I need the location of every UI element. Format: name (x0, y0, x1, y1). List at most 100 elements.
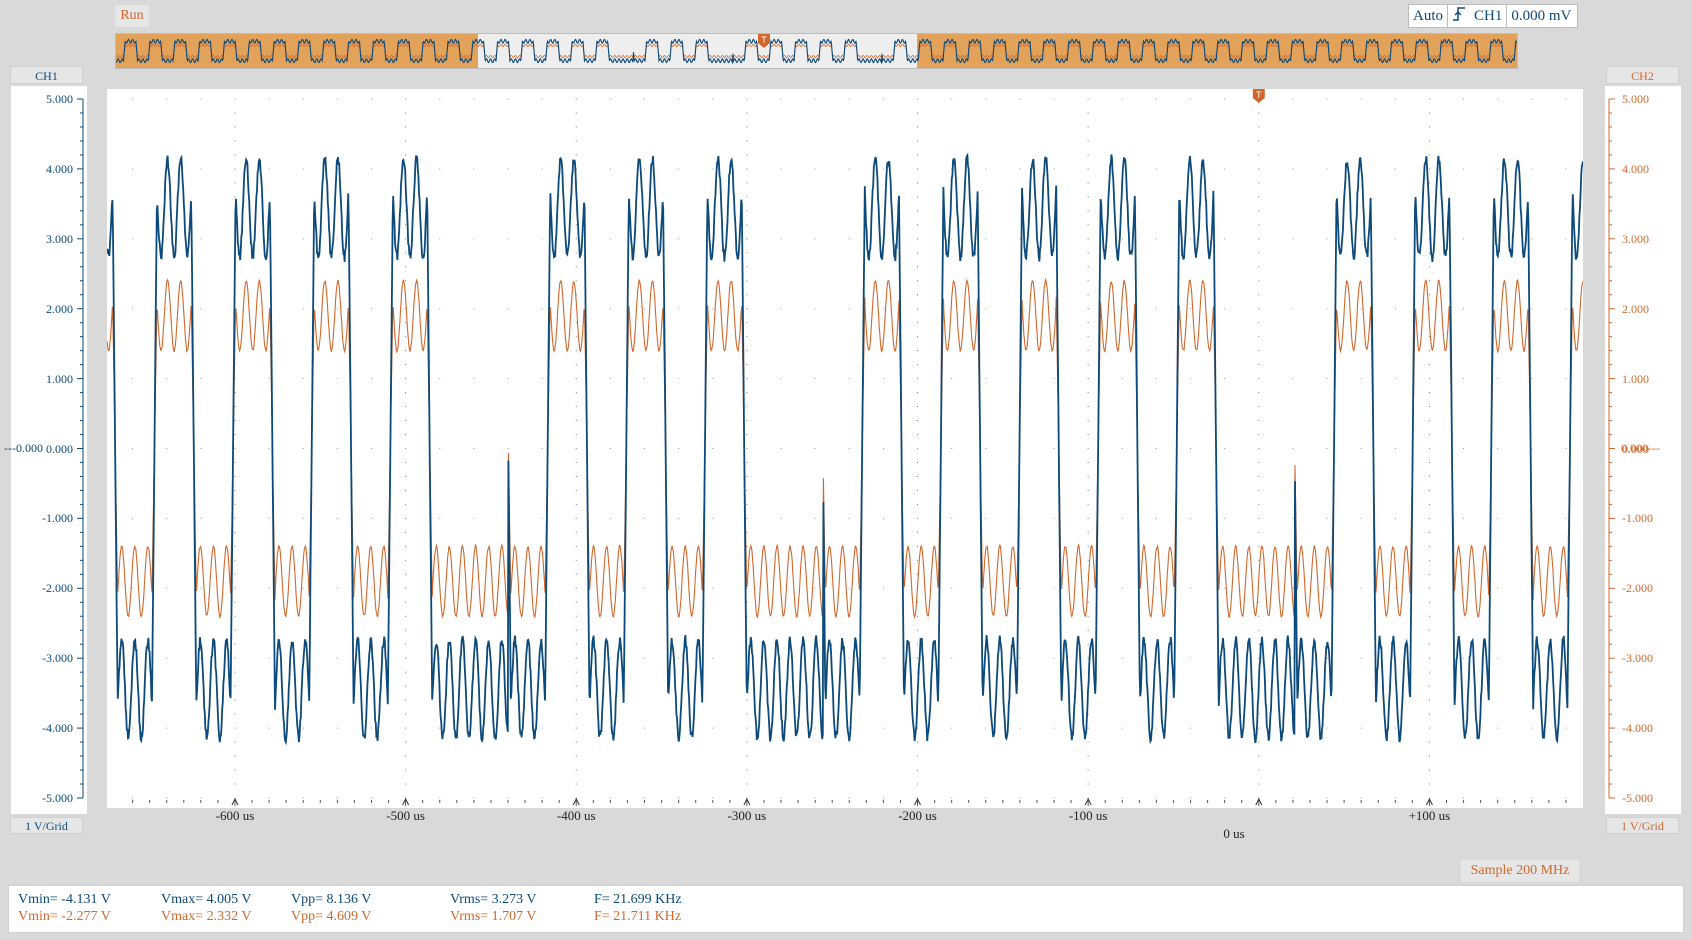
time-axis-label: -600 us (216, 808, 255, 824)
trigger-source[interactable]: CH1 (1470, 8, 1506, 25)
grid-dot (576, 546, 577, 547)
grid-dot (746, 280, 747, 281)
grid-dot (1258, 140, 1259, 141)
trigger-marker[interactable]: T (1253, 89, 1265, 103)
grid-dot (1088, 112, 1089, 113)
grid-dot (917, 294, 918, 295)
grid-dot (405, 378, 406, 379)
grid-dot (1258, 518, 1259, 519)
grid-dot (234, 448, 235, 449)
grid-dot (439, 378, 440, 379)
overview-viewport[interactable] (478, 34, 917, 68)
grid-dot (1088, 406, 1089, 407)
grid-dot (746, 434, 747, 435)
grid-dot (917, 336, 918, 337)
grid-dot (1463, 168, 1464, 169)
grid-dot (917, 644, 918, 645)
ch2-scale[interactable]: 1 V/Grid (1606, 817, 1679, 834)
grid-dot (610, 378, 611, 379)
grid-dot (849, 798, 850, 799)
grid-dot (1258, 714, 1259, 715)
grid-dot (678, 99, 679, 100)
grid-dot (1156, 588, 1157, 589)
grid-dot (507, 99, 508, 100)
grid-dot (507, 238, 508, 239)
waveform-overview[interactable]: T (115, 33, 1518, 69)
ch1-zero-marker[interactable]: ---0.000 (4, 441, 43, 456)
grid-dot (1429, 574, 1430, 575)
ch2-zero-marker[interactable]: 0.000--- (1621, 441, 1660, 456)
ch1-label[interactable]: CH1 (10, 66, 83, 84)
ch2-label[interactable]: CH2 (1606, 66, 1679, 84)
grid-dot (1327, 658, 1328, 659)
grid-dot (1258, 154, 1259, 155)
grid-dot (576, 532, 577, 533)
grid-dot (405, 574, 406, 575)
grid-dot (303, 378, 304, 379)
grid-dot (883, 658, 884, 659)
grid-dot (405, 490, 406, 491)
grid-dot (337, 238, 338, 239)
grid-dot (1531, 378, 1532, 379)
grid-dot (1361, 99, 1362, 100)
grid-dot (576, 266, 577, 267)
grid-dot (405, 616, 406, 617)
grid-dot (576, 588, 577, 589)
grid-dot (132, 588, 133, 589)
grid-dot (746, 462, 747, 463)
grid-dot (678, 238, 679, 239)
grid-dot (507, 168, 508, 169)
grid-dot (985, 728, 986, 729)
grid-dot (1463, 378, 1464, 379)
trigger-settings[interactable]: Auto CH1 0.000 mV (1408, 4, 1578, 28)
grid-dot (576, 658, 577, 659)
grid-dot (234, 99, 235, 100)
grid-dot (712, 518, 713, 519)
scope-plot-area[interactable]: T (107, 89, 1583, 808)
grid-dot (781, 308, 782, 309)
grid-dot (303, 728, 304, 729)
ch1-scale[interactable]: 1 V/Grid (10, 817, 83, 834)
grid-dot (746, 420, 747, 421)
run-status[interactable]: Run (115, 5, 149, 27)
grid-dot (815, 588, 816, 589)
grid-dot (1156, 798, 1157, 799)
grid-dot (542, 168, 543, 169)
grid-dot (985, 378, 986, 379)
grid-dot (1327, 238, 1328, 239)
grid-dot (132, 238, 133, 239)
rising-edge-icon[interactable] (1448, 6, 1470, 27)
grid-dot (985, 308, 986, 309)
grid-dot (1395, 378, 1396, 379)
trigger-level[interactable]: 0.000 mV (1507, 8, 1575, 25)
grid-dot (1258, 224, 1259, 225)
grid-dot (337, 308, 338, 309)
grid-dot (234, 182, 235, 183)
grid-dot (234, 154, 235, 155)
scope-waveforms-svg: T (107, 89, 1583, 808)
grid-dot (1122, 238, 1123, 239)
grid-dot (644, 798, 645, 799)
grid-dot (576, 99, 577, 100)
grid-dot (712, 168, 713, 169)
grid-dot (883, 798, 884, 799)
grid-dot (405, 126, 406, 127)
grid-dot (576, 784, 577, 785)
grid-dot (576, 672, 577, 673)
grid-dot (917, 448, 918, 449)
grid-dot (1292, 99, 1293, 100)
grid-dot (371, 728, 372, 729)
sample-rate[interactable]: Sample 200 MHz (1461, 860, 1579, 882)
grid-dot (1258, 532, 1259, 533)
grid-dot (1088, 546, 1089, 547)
grid-dot (405, 756, 406, 757)
grid-dot (1258, 336, 1259, 337)
grid-dot (1019, 798, 1020, 799)
grid-dot (234, 434, 235, 435)
grid-dot (166, 378, 167, 379)
trigger-mode[interactable]: Auto (1409, 8, 1447, 25)
grid-dot (132, 308, 133, 309)
grid-dot (1292, 518, 1293, 519)
grid-dot (1429, 140, 1430, 141)
grid-dot (507, 798, 508, 799)
